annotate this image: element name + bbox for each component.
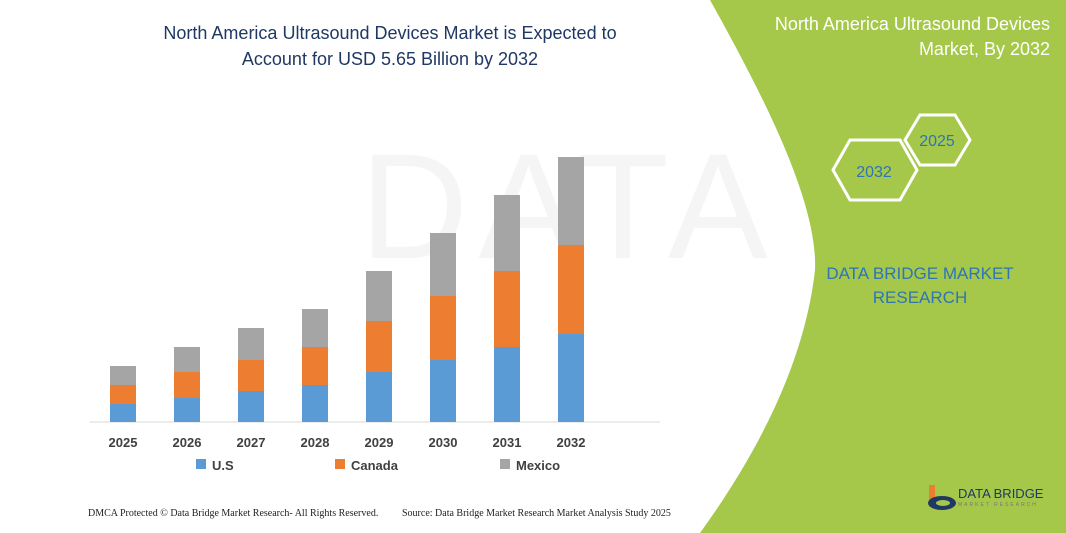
title-line: North America Ultrasound Devices Market … xyxy=(163,23,617,43)
bar-mexico-2025 xyxy=(110,366,136,385)
bar-canada-2027 xyxy=(238,360,264,391)
x-tick-label: 2031 xyxy=(493,435,522,450)
bar-canada-2030 xyxy=(430,296,456,360)
side-title-line: North America Ultrasound Devices xyxy=(774,14,1050,34)
bar-us-2029 xyxy=(366,372,392,422)
bar-mexico-2026 xyxy=(174,347,200,372)
x-tick-label: 2026 xyxy=(173,435,202,450)
hex-label-2032: 2032 xyxy=(856,164,892,181)
x-tick-label: 2025 xyxy=(109,435,138,450)
hexagon-2032 xyxy=(831,138,919,202)
bar-mexico-2030 xyxy=(430,233,456,296)
bar-canada-2029 xyxy=(366,321,392,372)
x-tick-label: 2030 xyxy=(429,435,458,450)
chart-title: North America Ultrasound Devices Market … xyxy=(120,20,660,72)
logo-icon xyxy=(928,485,956,510)
bar-mexico-2028 xyxy=(302,309,328,347)
legend-label: Canada xyxy=(351,458,399,473)
legend-swatch xyxy=(500,459,510,469)
x-tick-label: 2032 xyxy=(557,435,586,450)
legend-swatch xyxy=(335,459,345,469)
bar-canada-2028 xyxy=(302,347,328,385)
bar-mexico-2027 xyxy=(238,328,264,360)
bar-canada-2026 xyxy=(174,372,200,398)
logo-subtext: MARKET RESEARCH xyxy=(958,502,1038,508)
logo-text: DATA BRIDGE xyxy=(958,486,1044,501)
hexagon-2025 xyxy=(903,113,972,167)
bar-us-2028 xyxy=(302,385,328,422)
bar-us-2027 xyxy=(238,391,264,422)
bar-canada-2025 xyxy=(110,385,136,404)
bar-chart: 2025 2026 2027 2028 2029 2030 2031 2032 U.S Canad… xyxy=(90,157,660,473)
legend-swatch xyxy=(196,459,206,469)
x-tick-label: 2029 xyxy=(365,435,394,450)
footer-source: Source: Data Bridge Market Research Mark… xyxy=(402,508,671,519)
x-tick-label: 2027 xyxy=(237,435,266,450)
bar-canada-2032 xyxy=(558,245,584,334)
legend-label: U.S xyxy=(212,458,234,473)
footer-copyright: DMCA Protected © Data Bridge Market Rese… xyxy=(88,508,379,519)
brand-text: DATA BRIDGE MARKET RESEARCH xyxy=(810,262,1030,310)
bar-us-2026 xyxy=(174,398,200,422)
legend-label: Mexico xyxy=(516,458,560,473)
title-line: Account for USD 5.65 Billion by 2032 xyxy=(241,49,539,69)
bar-us-2030 xyxy=(430,360,456,422)
side-title-line: Market, By 2032 xyxy=(918,39,1050,59)
hex-label-2025: 2025 xyxy=(919,133,955,150)
bar-mexico-2032 xyxy=(558,157,584,245)
bar-us-2032 xyxy=(558,334,584,422)
bar-us-2025 xyxy=(110,404,136,422)
brand-line: DATA BRIDGE MARKET xyxy=(826,264,1014,283)
brand-line: RESEARCH xyxy=(872,288,968,307)
bar-canada-2031 xyxy=(494,271,520,347)
side-title: North America Ultrasound Devices Market,… xyxy=(775,12,1050,62)
x-tick-label: 2028 xyxy=(301,435,330,450)
bar-us-2031 xyxy=(494,347,520,422)
bar-mexico-2029 xyxy=(366,271,392,321)
bar-mexico-2031 xyxy=(494,195,520,271)
